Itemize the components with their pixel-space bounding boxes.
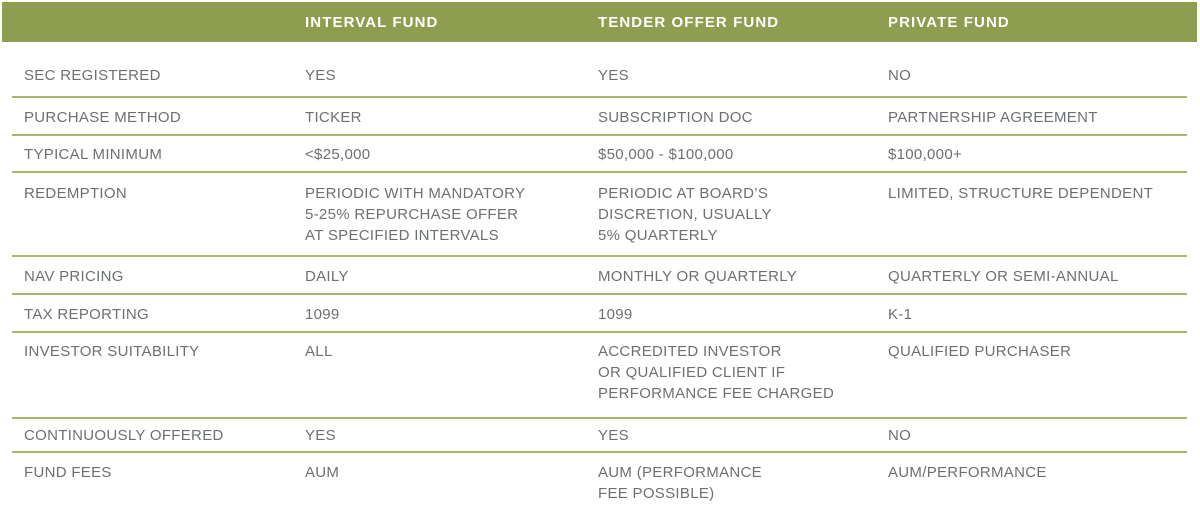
column-header-interval-fund: INTERVAL FUND [305,13,439,31]
cell-interval-fund: YES [305,67,336,84]
cell-tender-offer-fund: MONTHLY OR QUARTERLY [598,268,798,285]
cell-interval-fund: YES [305,427,336,444]
cell-tender-offer-fund: $50,000 - $100,000 [598,146,734,163]
row-label: TYPICAL MINIMUM [24,146,163,163]
cell-tender-offer-fund: YES [598,67,629,84]
table-row: SEC REGISTERED YES YES NO [12,42,1187,98]
cell-tender-offer-fund: SUBSCRIPTION DOC [598,109,753,126]
column-header-tender-offer-fund: TENDER OFFER FUND [598,13,780,31]
table-row: FUND FEES AUM AUM (PERFORMANCE FEE POSSI… [12,453,1187,513]
cell-interval-fund: <$25,000 [305,146,371,163]
row-label: SEC REGISTERED [24,67,161,84]
cell-tender-offer-fund: YES [598,427,629,444]
cell-private-fund: QUALIFIED PURCHASER [888,343,1072,360]
row-label: CONTINUOUSLY OFFERED [24,427,224,444]
cell-private-fund: LIMITED, STRUCTURE DEPENDENT [888,185,1154,202]
cell-private-fund: NO [888,67,912,84]
cell-interval-fund: PERIODIC WITH MANDATORY 5-25% REPURCHASE… [305,185,526,244]
cell-private-fund: AUM/PERFORMANCE [888,464,1047,481]
cell-tender-offer-fund: PERIODIC AT BOARD’S DISCRETION, USUALLY … [598,185,772,244]
table-row: CONTINUOUSLY OFFERED YES YES NO [12,419,1187,453]
cell-private-fund: K-1 [888,306,913,323]
table-row: INVESTOR SUITABILITY ALL ACCREDITED INVE… [12,333,1187,419]
cell-tender-offer-fund: 1099 [598,306,633,323]
column-header-private-fund: PRIVATE FUND [888,13,1010,31]
table-header-bar: INTERVAL FUND TENDER OFFER FUND PRIVATE … [2,2,1197,42]
cell-private-fund: NO [888,427,912,444]
table-row: REDEMPTION PERIODIC WITH MANDATORY 5-25%… [12,173,1187,257]
cell-tender-offer-fund: ACCREDITED INVESTOR OR QUALIFIED CLIENT … [598,343,835,402]
row-label: TAX REPORTING [24,306,150,323]
cell-interval-fund: DAILY [305,268,349,285]
cell-tender-offer-fund: AUM (PERFORMANCE FEE POSSIBLE) [598,464,762,502]
table-row: PURCHASE METHOD TICKER SUBSCRIPTION DOC … [12,98,1187,136]
cell-private-fund: QUARTERLY OR SEMI-ANNUAL [888,268,1119,285]
cell-private-fund: PARTNERSHIP AGREEMENT [888,109,1098,126]
row-label: PURCHASE METHOD [24,109,182,126]
table-row: NAV PRICING DAILY MONTHLY OR QUARTERLY Q… [12,257,1187,295]
cell-interval-fund: TICKER [305,109,362,126]
row-label: INVESTOR SUITABILITY [24,343,200,360]
cell-interval-fund: AUM [305,464,340,481]
table-row: TYPICAL MINIMUM <$25,000 $50,000 - $100,… [12,136,1187,173]
table-row: TAX REPORTING 1099 1099 K-1 [12,295,1187,333]
cell-interval-fund: 1099 [305,306,340,323]
cell-private-fund: $100,000+ [888,146,963,163]
cell-interval-fund: ALL [305,343,333,360]
row-label: FUND FEES [24,464,112,481]
row-label: REDEMPTION [24,185,128,202]
row-label: NAV PRICING [24,268,124,285]
table-body: SEC REGISTERED YES YES NO PURCHASE METHO… [12,42,1187,513]
